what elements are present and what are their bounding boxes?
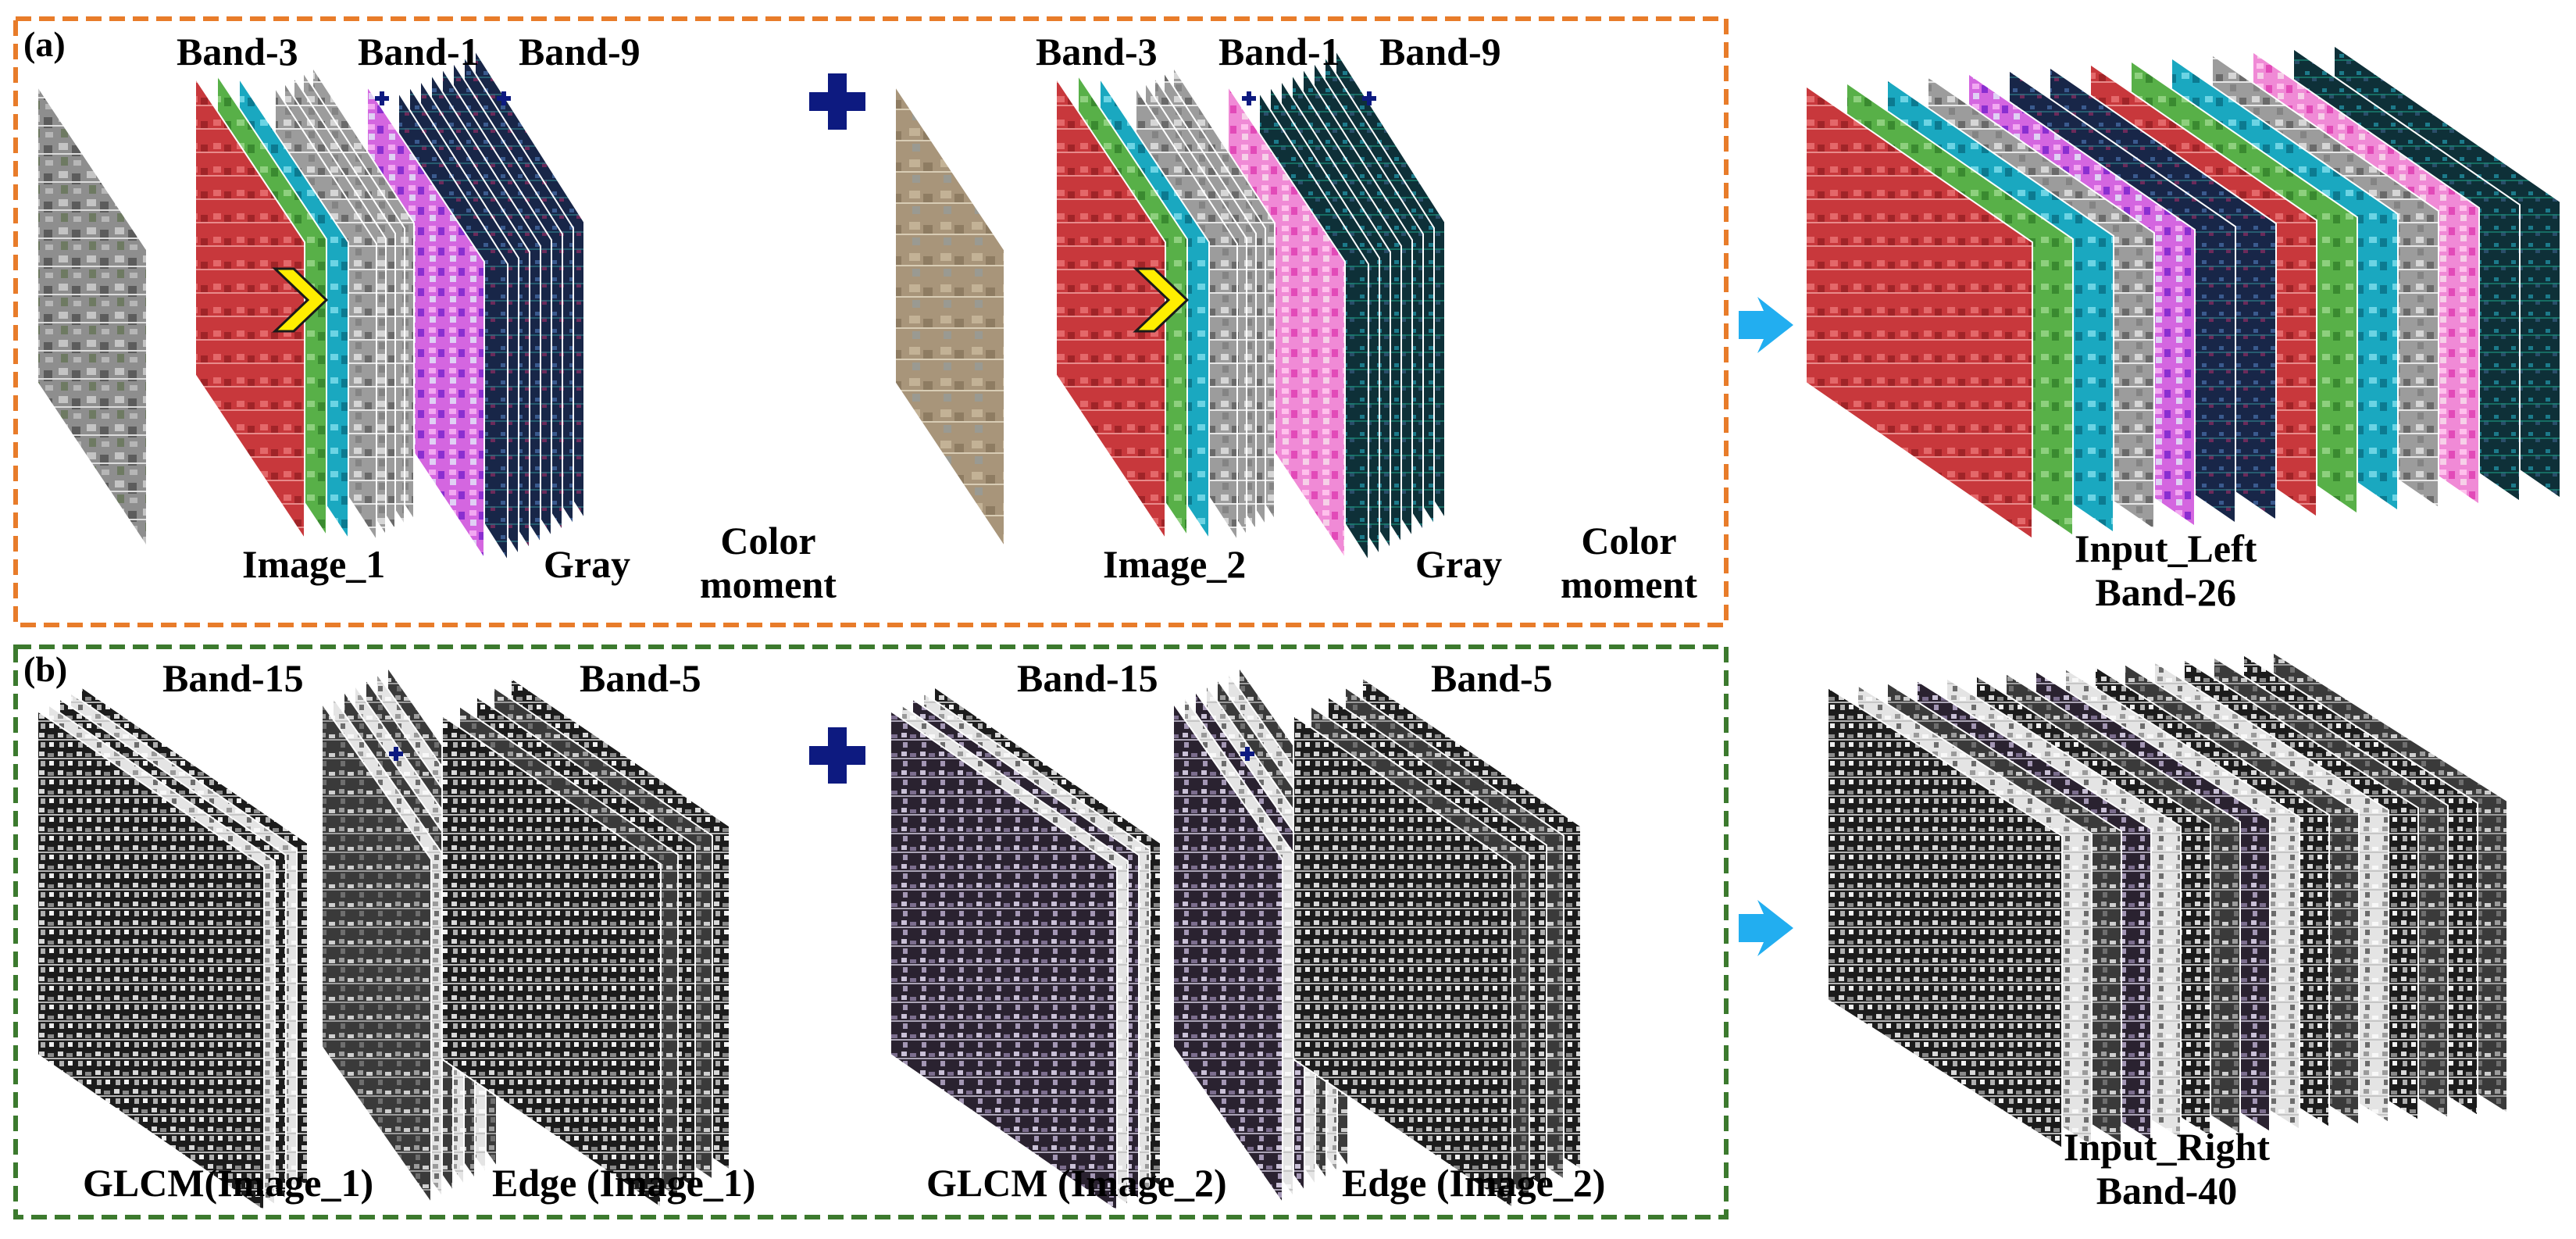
input-right-line1: Input_Right	[2064, 1125, 2270, 1169]
plus-icon	[497, 91, 511, 105]
gray-label-2: Gray	[1415, 542, 1503, 586]
red-band-layer	[1055, 75, 1166, 542]
panel-b-tag: (b)	[23, 649, 68, 689]
gray-label-1: Gray	[544, 542, 631, 586]
band-layer-stacks	[37, 44, 2561, 1212]
panel-a-border	[13, 16, 1729, 627]
band-9-label: Band-9	[1379, 30, 1501, 73]
image-2-label: Image_2	[1103, 542, 1247, 586]
input-right-label: Input_Right Band-40	[2064, 1125, 2270, 1212]
edge-bands-label-1: Band-5	[580, 656, 701, 700]
glcm-band-layer	[37, 709, 265, 1212]
glcm-band-layer	[890, 709, 1118, 1212]
right-arrow-icon	[1739, 297, 1793, 353]
edge-label-2: Edge (Image_2)	[1342, 1161, 1606, 1205]
glcm-label-1: GLCM(Image_1)	[83, 1161, 374, 1205]
right-arrow-icon	[1739, 900, 1793, 956]
edge-bands-label-2: Band-5	[1431, 656, 1553, 700]
panel-b-border	[13, 644, 1729, 1219]
input-left-label: Input_Left Band-26	[2075, 527, 2257, 614]
glcm-band-layer	[1172, 700, 1283, 1206]
big-plus-icon	[809, 727, 865, 784]
band-3-label: Band-3	[1036, 30, 1158, 73]
input-right-line2: Band-40	[2096, 1169, 2238, 1212]
color-moment-line2: moment	[700, 562, 837, 606]
plus-icon	[1240, 747, 1254, 761]
edge-label-1: Edge (Image_1)	[492, 1161, 756, 1205]
input-left-line1: Input_Left	[2075, 527, 2257, 570]
plus-icon	[1242, 91, 1256, 105]
glcm-band-layer	[321, 700, 432, 1206]
glcm-label-2: GLCM (Image_2)	[926, 1161, 1227, 1205]
band-1-label: Band-1	[1218, 30, 1340, 73]
input-right-band-layer	[1827, 686, 2063, 1150]
input-left-line2: Band-26	[2095, 570, 2236, 614]
panel-a-tag: (a)	[23, 24, 66, 64]
image-2-layer	[894, 83, 1005, 550]
plus-icon	[389, 747, 403, 761]
image-1-label: Image_1	[242, 542, 386, 586]
edge-band-layer	[1293, 714, 1513, 1209]
band-3-label: Band-3	[177, 30, 298, 73]
color-moment-label-2: Color moment	[1561, 519, 1697, 606]
image-1-layer	[37, 83, 148, 550]
color-moment-line2: moment	[1561, 562, 1697, 606]
glcm-bands-label-1: Band-15	[162, 656, 304, 700]
chevron-icon	[272, 267, 329, 333]
big-plus-icon	[809, 73, 865, 130]
plus-icon	[375, 91, 389, 105]
glcm-bands-label-2: Band-15	[1017, 656, 1158, 700]
band-1-label: Band-1	[358, 30, 480, 73]
band-9-label: Band-9	[519, 30, 640, 73]
red-band-layer	[194, 75, 305, 542]
plus-icon	[1362, 91, 1376, 105]
color-moment-label-1: Color moment	[700, 519, 837, 606]
color-moment-line1: Color	[1581, 519, 1677, 562]
chevron-icon	[1133, 267, 1190, 333]
input-left-band-layer	[1805, 84, 2033, 541]
edge-band-layer	[441, 714, 662, 1209]
color-moment-line1: Color	[720, 519, 816, 562]
